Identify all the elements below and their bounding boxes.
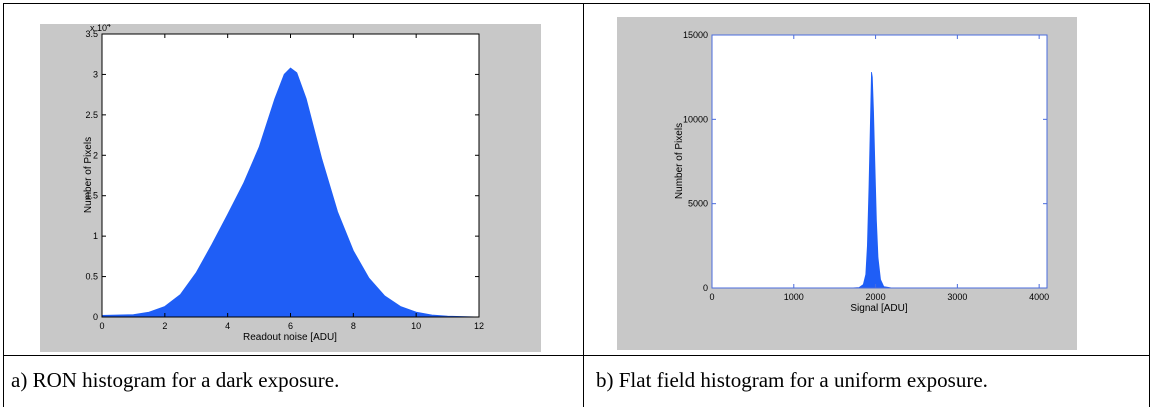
chart-b-axes-box bbox=[711, 34, 1048, 289]
y-tick-label: 15000 bbox=[683, 30, 708, 40]
x-tick-label: 4000 bbox=[1029, 292, 1049, 302]
y-tick-label: 1.5 bbox=[85, 191, 98, 201]
table-border-middle bbox=[3, 355, 1150, 356]
x-tick-label: 2 bbox=[162, 321, 167, 331]
table-border-divider bbox=[583, 3, 584, 407]
x-tick-label: 6 bbox=[288, 321, 293, 331]
chart-a-area bbox=[101, 67, 480, 318]
chart-b-panel: 0 5000 10000 15000 0 1000 2000 3000 4000 Signal… bbox=[617, 17, 1077, 350]
chart-a-ylabel: Number of Pixels bbox=[83, 137, 94, 213]
table-border-right bbox=[1149, 3, 1150, 407]
x-tick-label: 8 bbox=[351, 321, 356, 331]
x-tick-label: 0 bbox=[709, 292, 714, 302]
y-tick-label: 10000 bbox=[683, 114, 708, 124]
caption-b: b) Flat field histogram for a uniform ex… bbox=[596, 368, 988, 392]
chart-a-xlabel: Readout noise [ADU] bbox=[243, 332, 337, 343]
y-tick-label: 3 bbox=[93, 69, 98, 79]
x-tick-label: 4 bbox=[225, 321, 230, 331]
chart-b-plot-area bbox=[712, 35, 1047, 288]
chart-a-axes-box bbox=[101, 33, 480, 318]
x-tick-label: 2000 bbox=[866, 292, 886, 302]
figure-table: 0 0.5 1 1.5 2 2.5 3 3.5 0 2 4 6 8 10 12 x 104 Readout… bbox=[3, 3, 1150, 407]
chart-a-panel: 0 0.5 1 1.5 2 2.5 3 3.5 0 2 4 6 8 10 12 x 104 Readout… bbox=[40, 24, 541, 352]
chart-b-ylabel: Number of Pixels bbox=[674, 123, 685, 199]
x-tick-label: 3000 bbox=[947, 292, 967, 302]
y-tick-label: 1 bbox=[93, 231, 98, 241]
table-border-top bbox=[3, 3, 1150, 4]
y-tick-label: 0 bbox=[93, 312, 98, 322]
chart-a-svg: 0 0.5 1 1.5 2 2.5 3 3.5 0 2 4 6 8 10 12 x 104 Readout… bbox=[83, 24, 484, 343]
x-tick-label: 0 bbox=[99, 321, 104, 331]
y-tick-label: 3.5 bbox=[85, 29, 98, 39]
y-tick-label: 2 bbox=[93, 150, 98, 160]
chart-b-area bbox=[850, 72, 892, 289]
chart-a-y-multiplier: x 104 bbox=[90, 24, 111, 33]
x-tick-label: 1000 bbox=[784, 292, 804, 302]
y-tick-label: 0.5 bbox=[85, 272, 98, 282]
y-tick-label: 0 bbox=[703, 283, 708, 293]
chart-b-svg: 0 5000 10000 15000 0 1000 2000 3000 4000 Signal… bbox=[674, 30, 1049, 314]
y-tick-label: 2.5 bbox=[85, 110, 98, 120]
caption-a: a) RON histogram for a dark exposure. bbox=[11, 368, 340, 392]
chart-b-xlabel: Signal [ADU] bbox=[850, 303, 907, 314]
x-tick-label: 12 bbox=[474, 321, 484, 331]
table-border-left bbox=[3, 3, 4, 407]
y-tick-label: 5000 bbox=[688, 199, 708, 209]
x-tick-label: 10 bbox=[411, 321, 421, 331]
